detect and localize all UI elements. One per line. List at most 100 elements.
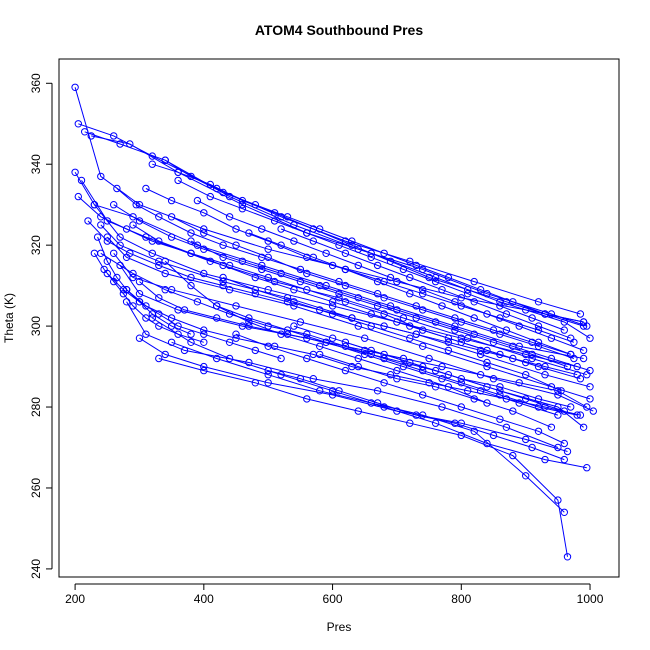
series-line <box>113 204 591 372</box>
data-point <box>316 387 324 395</box>
data-point <box>303 269 311 278</box>
data-point <box>431 277 440 286</box>
data-point <box>576 411 585 419</box>
series-line <box>106 273 282 359</box>
data-point <box>161 286 169 294</box>
x-axis: 200 400 600 800 1000 <box>65 583 604 606</box>
data-point <box>438 286 446 294</box>
chart-title: ATOM4 Southbound Pres <box>255 22 423 38</box>
data-point <box>547 423 556 431</box>
series-line <box>177 179 565 331</box>
data-point <box>245 358 253 367</box>
data-point <box>213 302 221 310</box>
data-point <box>547 354 556 363</box>
data-point <box>200 269 208 278</box>
data-point <box>399 354 408 363</box>
data-point <box>476 371 485 379</box>
series-line <box>152 317 587 469</box>
data-point <box>583 403 591 411</box>
data-point <box>367 253 375 261</box>
data-point <box>238 201 247 209</box>
data-point <box>232 302 240 310</box>
y-tick-label: 280 <box>29 397 43 417</box>
data-point <box>457 318 465 326</box>
data-point <box>438 302 446 310</box>
data-point <box>563 362 572 371</box>
series-line <box>171 341 565 513</box>
data-point <box>225 286 234 294</box>
data-point <box>200 330 208 338</box>
data-point <box>303 334 311 342</box>
data-point <box>489 326 498 334</box>
data-point <box>84 217 92 225</box>
data-point <box>348 241 356 249</box>
data-point <box>129 302 137 310</box>
data-point <box>219 188 227 197</box>
data-point <box>502 395 511 403</box>
data-point <box>296 318 305 326</box>
data-point <box>238 205 247 213</box>
data-point <box>373 261 382 270</box>
data-point <box>225 338 234 346</box>
series-line <box>139 281 588 408</box>
x-tick-label: 400 <box>194 592 214 606</box>
data-point <box>116 261 124 270</box>
data-point <box>451 322 459 330</box>
data-point <box>335 277 343 286</box>
data-point <box>509 407 517 415</box>
data-point <box>245 322 253 330</box>
data-point <box>148 310 157 318</box>
data-point <box>90 249 99 258</box>
data-series <box>245 229 575 359</box>
data-point <box>232 334 240 342</box>
data-point <box>354 294 362 302</box>
y-axis: 240 260 280 300 320 340 360 <box>29 73 53 579</box>
data-point <box>573 371 581 379</box>
data-series <box>113 184 575 359</box>
data-point <box>589 407 597 415</box>
data-point <box>309 253 317 261</box>
data-point <box>431 419 440 427</box>
data-series <box>187 237 572 371</box>
data-point <box>309 375 317 383</box>
data-point <box>464 387 472 395</box>
data-point <box>361 350 369 359</box>
data-point <box>174 168 182 177</box>
data-point <box>380 354 388 363</box>
data-point <box>200 225 208 233</box>
data-point <box>496 302 504 310</box>
data-point <box>200 229 208 237</box>
data-point <box>180 306 189 314</box>
data-point <box>296 375 305 383</box>
data-point <box>560 318 568 326</box>
data-point <box>502 423 511 431</box>
series-line <box>280 228 571 339</box>
data-point <box>90 201 99 209</box>
data-point <box>200 362 208 371</box>
data-point <box>74 120 83 128</box>
data-point <box>187 229 195 237</box>
series-line <box>197 200 584 351</box>
data-point <box>470 395 478 403</box>
data-point <box>528 354 536 363</box>
data-point <box>438 375 446 383</box>
data-point <box>431 318 440 326</box>
y-tick-label: 360 <box>29 73 43 93</box>
data-point <box>522 395 530 403</box>
data-point <box>264 366 272 375</box>
x-tick-label: 1000 <box>577 592 604 606</box>
data-point <box>496 415 504 423</box>
data-point <box>457 375 465 383</box>
data-point <box>464 290 472 298</box>
data-point <box>187 281 195 290</box>
data-point <box>386 302 395 310</box>
data-point <box>316 225 324 233</box>
data-series <box>110 201 594 375</box>
data-point <box>560 439 568 448</box>
data-point <box>541 455 549 464</box>
data-point <box>386 273 395 282</box>
series-line <box>116 188 571 355</box>
data-point <box>496 387 504 395</box>
series-line <box>100 224 591 388</box>
